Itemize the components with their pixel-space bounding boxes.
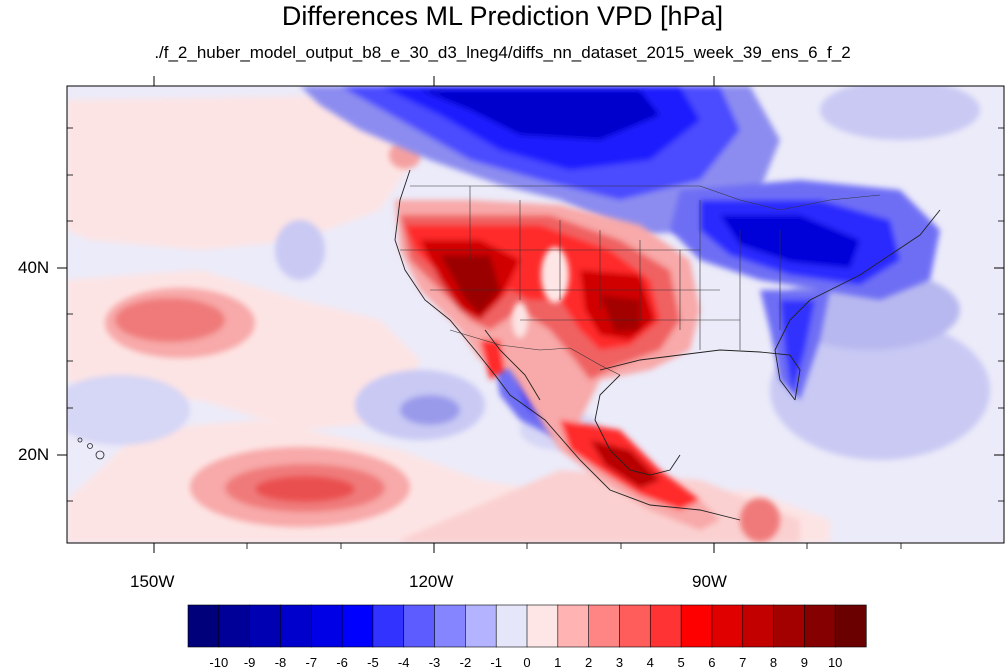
colorbar-label: -5 xyxy=(367,655,379,670)
colorbar-swatch xyxy=(434,604,466,648)
x-tick-120w: 120W xyxy=(409,572,454,591)
colorbar-swatch xyxy=(187,604,220,648)
colorbar-label: -2 xyxy=(459,655,472,670)
colorbar-label: -9 xyxy=(243,655,256,670)
colorbar-swatch xyxy=(834,604,867,648)
colorbar-swatch xyxy=(280,604,312,648)
colorbar-label: -1 xyxy=(490,655,502,670)
northeast-negative-anomalies xyxy=(670,180,940,400)
y-tick-20n: 20N xyxy=(18,445,50,464)
colorbar-label: 4 xyxy=(646,655,654,670)
colorbar-label: 3 xyxy=(615,655,624,670)
colorbar-label: 2 xyxy=(584,655,593,670)
axis-ticks xyxy=(57,76,1004,553)
colorbar-label: -8 xyxy=(274,655,287,670)
colorbar-swatch xyxy=(310,604,343,648)
colorbar-swatch xyxy=(557,604,590,648)
colorbar-label: 1 xyxy=(554,655,562,670)
x-tick-90w: 90W xyxy=(692,572,727,591)
colorbar-swatch xyxy=(495,604,528,648)
colorbar-swatch xyxy=(218,604,251,648)
colorbar-label: 6 xyxy=(708,655,716,670)
colorbar-label: 9 xyxy=(800,655,808,670)
colorbar-swatch xyxy=(619,604,651,648)
colorbar-swatch xyxy=(403,604,436,648)
colorbar-label: -4 xyxy=(397,655,410,670)
colorbar-label: 10 xyxy=(827,655,843,670)
colorbar-swatch xyxy=(372,604,405,648)
colorbar-swatch xyxy=(649,604,682,648)
x-tick-150w: 150W xyxy=(130,572,175,591)
hawaii-islands xyxy=(77,437,105,460)
colorbar-label: -3 xyxy=(428,655,441,670)
vpd-difference-map xyxy=(57,76,1005,553)
y-tick-40n: 40N xyxy=(18,258,50,277)
colorbar-swatch xyxy=(680,604,713,648)
rockies-neutral-gaps xyxy=(512,247,569,338)
colorbar-label: -7 xyxy=(305,655,318,670)
colorbar-swatch xyxy=(804,604,836,648)
map-title: Differences ML Prediction VPD [hPa] xyxy=(281,1,724,31)
colorbar-swatch xyxy=(773,604,805,648)
colorbar-swatch xyxy=(588,604,621,648)
axis-minor-ticks xyxy=(67,127,1004,549)
map-frame xyxy=(66,85,1005,544)
colorbar-swatch xyxy=(341,604,374,648)
canada-negative-anomalies xyxy=(300,86,780,235)
colorbar-label: 7 xyxy=(739,655,747,670)
colorbar-label: 0 xyxy=(523,655,531,670)
colorbar-swatch xyxy=(249,604,282,648)
colorbar-label: -6 xyxy=(336,655,348,670)
colorbar-label: 5 xyxy=(677,655,685,670)
colorbar-label: 8 xyxy=(769,655,778,670)
colorbar-swatch xyxy=(526,604,559,648)
colorbar-swatch xyxy=(711,604,744,648)
colorbar-swatch xyxy=(742,604,775,648)
coastlines xyxy=(394,169,941,521)
map-subtitle: ./f_2_huber_model_output_b8_e_30_d3_lneg… xyxy=(154,43,851,62)
colorbar-label: -10 xyxy=(209,655,229,670)
borders xyxy=(400,185,881,376)
colorbar-swatch xyxy=(465,604,497,648)
